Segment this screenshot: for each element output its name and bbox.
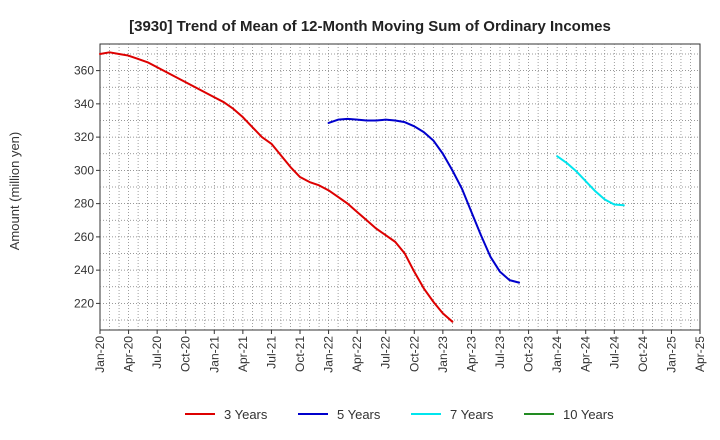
gridlines bbox=[100, 44, 700, 330]
x-tick-label: Jul-24 bbox=[607, 336, 621, 369]
legend-label-3-years: 3 Years bbox=[224, 407, 268, 422]
y-axis: 220 240 260 280 300 320 340 360 bbox=[74, 64, 100, 310]
y-tick-label: 360 bbox=[74, 64, 94, 78]
x-tick-label: Jul-20 bbox=[150, 336, 164, 369]
legend-label-10-years: 10 Years bbox=[563, 407, 614, 422]
x-tick-label: Jul-22 bbox=[379, 336, 393, 369]
series-line-5-years bbox=[327, 117, 521, 284]
y-tick-label: 260 bbox=[74, 230, 94, 244]
x-tick-label: Apr-23 bbox=[464, 336, 478, 372]
x-tick-label: Jan-21 bbox=[207, 336, 221, 373]
series-line-7-years bbox=[556, 155, 625, 207]
x-tick-label: Jul-21 bbox=[264, 336, 278, 369]
legend: 3 Years 5 Years 7 Years 10 Years bbox=[185, 407, 614, 422]
x-tick-label: Jul-23 bbox=[493, 336, 507, 369]
x-tick-label: Jan-22 bbox=[322, 336, 336, 373]
chart-title: [3930] Trend of Mean of 12-Month Moving … bbox=[129, 18, 611, 35]
x-tick-label: Oct-23 bbox=[522, 336, 536, 372]
x-tick-label: Oct-24 bbox=[636, 336, 650, 372]
y-tick-label: 320 bbox=[74, 130, 94, 144]
x-axis: Jan-20 Apr-20 Jul-20 Oct-20 Jan-21 Apr-21 Jul-… bbox=[93, 330, 707, 373]
legend-label-5-years: 5 Years bbox=[337, 407, 381, 422]
x-tick-label: Oct-22 bbox=[407, 336, 421, 372]
x-tick-label: Jan-20 bbox=[93, 336, 107, 373]
x-tick-label: Jan-25 bbox=[664, 336, 678, 373]
x-tick-label: Oct-21 bbox=[293, 336, 307, 372]
x-tick-label: Apr-22 bbox=[350, 336, 364, 372]
y-tick-label: 300 bbox=[74, 163, 94, 177]
x-tick-label: Apr-25 bbox=[693, 336, 707, 372]
series-lines bbox=[99, 51, 625, 323]
series-line-3-years bbox=[99, 51, 454, 323]
y-tick-label: 240 bbox=[74, 263, 94, 277]
x-tick-label: Apr-20 bbox=[122, 336, 136, 372]
y-tick-label: 280 bbox=[74, 197, 94, 211]
x-tick-label: Apr-24 bbox=[579, 336, 593, 372]
x-tick-label: Jan-24 bbox=[550, 336, 564, 373]
x-tick-label: Apr-21 bbox=[236, 336, 250, 372]
x-tick-label: Jan-23 bbox=[436, 336, 450, 373]
y-tick-label: 340 bbox=[74, 97, 94, 111]
y-axis-label: Amount (million yen) bbox=[7, 132, 22, 251]
y-tick-label: 220 bbox=[74, 296, 94, 310]
legend-label-7-years: 7 Years bbox=[450, 407, 494, 422]
x-tick-label: Oct-20 bbox=[179, 336, 193, 372]
